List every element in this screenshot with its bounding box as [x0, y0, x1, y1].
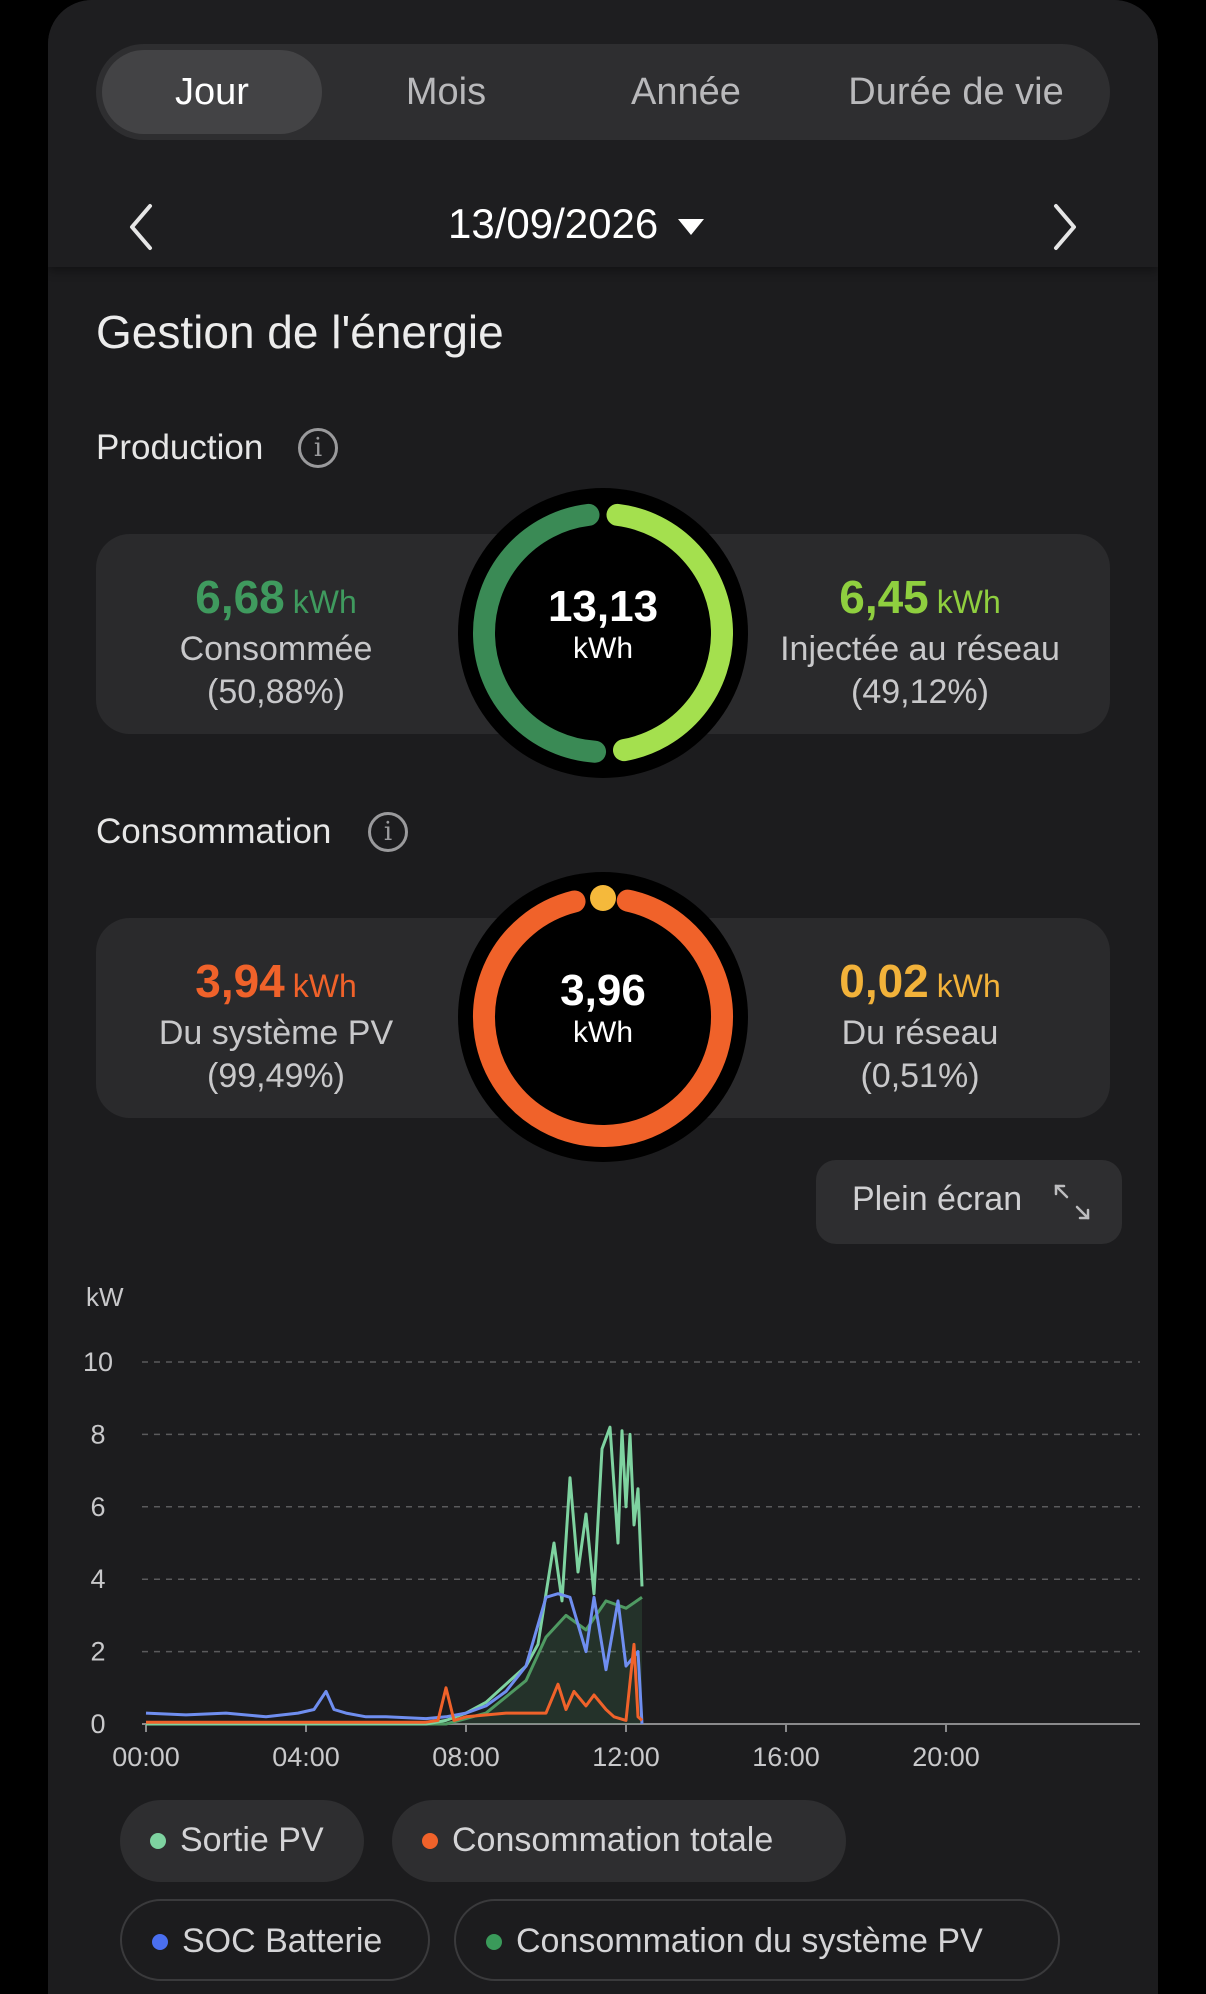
y-tick-label: 6 — [90, 1492, 105, 1522]
consumed-stat: 6,68 kWh Consommée (50,88%) — [116, 570, 436, 712]
pv-value: 3,94 — [195, 955, 285, 1007]
legend-label: Consommation totale — [452, 1821, 774, 1859]
pv-stat: 3,94 kWh Du système PV (99,49%) — [116, 954, 436, 1096]
consumed-percent: (50,88%) — [207, 673, 345, 711]
grid-percent: (0,51%) — [860, 1057, 980, 1095]
y-tick-label: 4 — [90, 1564, 105, 1594]
y-tick-label: 2 — [90, 1637, 105, 1667]
chevron-right-icon[interactable] — [1050, 202, 1080, 252]
x-tick-label: 04:00 — [272, 1742, 340, 1772]
tab-jour[interactable]: Jour — [102, 50, 322, 134]
y-tick-label: 0 — [90, 1709, 105, 1739]
grid-unit: kWh — [936, 968, 1001, 1004]
injected-label: Injectée au réseau — [780, 630, 1060, 668]
production-total-value: 13,13 — [547, 582, 659, 631]
production-ring — [458, 488, 748, 778]
grid-value: 0,02 — [839, 955, 929, 1007]
injected-percent: (49,12%) — [851, 673, 989, 711]
consumption-total: 3,96 kWh — [458, 966, 748, 1050]
legend-consommation-totale[interactable]: Consommation totale — [392, 1800, 846, 1882]
date-navigator: 13/09/2026 — [48, 180, 1158, 270]
grid-stat: 0,02 kWh Du réseau (0,51%) — [750, 954, 1090, 1096]
legend-dot — [152, 1934, 168, 1950]
section-title: Gestion de l'énergie — [96, 306, 504, 358]
grid-label: Du réseau — [841, 1014, 999, 1052]
caret-down-icon — [677, 218, 704, 235]
fullscreen-button[interactable]: Plein écran — [816, 1160, 1122, 1244]
fullscreen-label: Plein écran — [852, 1180, 1023, 1218]
legend-sortie-pv[interactable]: Sortie PV — [120, 1800, 364, 1882]
x-tick-label: 00:00 — [112, 1742, 180, 1772]
production-total-unit: kWh — [573, 632, 633, 665]
consumption-total-unit: kWh — [573, 1016, 633, 1049]
production-arc-injected — [606, 503, 733, 762]
tab-mois[interactable]: Mois — [405, 71, 487, 113]
consumption-label: Consommation — [96, 812, 332, 851]
top-bar: Jour Mois Année Durée de vie 13/09/2026 — [48, 0, 1158, 267]
energy-panel: Jour Mois Année Durée de vie 13/09/2026 … — [48, 0, 1158, 1994]
series-area-consommation-systeme-pv — [146, 1597, 642, 1724]
legend-consommation-systeme-pv[interactable]: Consommation du système PV — [454, 1899, 1060, 1981]
injected-value: 6,45 — [839, 571, 929, 623]
pv-label: Du système PV — [158, 1014, 394, 1052]
legend-label: SOC Batterie — [182, 1922, 383, 1960]
x-tick-label: 12:00 — [592, 1742, 660, 1772]
legend-label: Sortie PV — [180, 1821, 324, 1859]
legend-label: Consommation du système PV — [516, 1922, 983, 1960]
series-line-sortie-pv — [146, 1425, 644, 1726]
consumed-label: Consommée — [179, 630, 373, 668]
x-tick-label: 20:00 — [912, 1742, 980, 1772]
injected-stat: 6,45 kWh Injectée au réseau (49,12%) — [750, 570, 1090, 712]
tab-annee[interactable]: Année — [631, 71, 741, 113]
tab-duree-de-vie[interactable]: Durée de vie — [848, 71, 1064, 113]
date-value: 13/09/2026 — [448, 200, 659, 247]
consumption-arc-pv — [473, 889, 733, 1147]
legend-dot — [150, 1833, 166, 1849]
pv-unit: kWh — [292, 968, 357, 1004]
production-arc-consumed — [473, 503, 607, 763]
power-chart: kW 0 2 4 6 8 10 00:00 04:00 08:00 12:00 16:00 20:00 — [83, 1282, 1140, 1772]
consumption-arc-grid — [590, 885, 616, 911]
pv-percent: (99,49%) — [207, 1057, 345, 1095]
chevron-left-icon[interactable] — [126, 202, 156, 252]
legend-dot — [486, 1934, 502, 1950]
x-tick-label: 16:00 — [752, 1742, 820, 1772]
y-tick-label: 10 — [83, 1347, 113, 1377]
consumed-value: 6,68 — [195, 571, 285, 623]
consumption-ring — [458, 872, 748, 1162]
y-axis-label: kW — [86, 1282, 124, 1312]
consumption-total-value: 3,96 — [560, 966, 646, 1015]
info-icon[interactable]: i — [368, 812, 408, 852]
expand-icon — [1054, 1184, 1090, 1220]
y-tick-label: 8 — [90, 1419, 105, 1449]
period-tabs: Jour Mois Année Durée de vie — [96, 44, 1110, 140]
x-tick-label: 08:00 — [432, 1742, 500, 1772]
legend-dot — [422, 1833, 438, 1849]
legend-soc-batterie[interactable]: SOC Batterie — [120, 1899, 430, 1981]
production-total: 13,13 kWh — [458, 582, 748, 666]
injected-unit: kWh — [936, 584, 1001, 620]
consumed-unit: kWh — [292, 584, 357, 620]
date-selector[interactable]: 13/09/2026 — [448, 200, 706, 248]
series-line-soc-batterie — [145, 1592, 644, 1725]
series-line-consommation-totale — [146, 1642, 644, 1724]
production-label: Production — [96, 428, 264, 467]
info-icon[interactable]: i — [298, 428, 338, 468]
